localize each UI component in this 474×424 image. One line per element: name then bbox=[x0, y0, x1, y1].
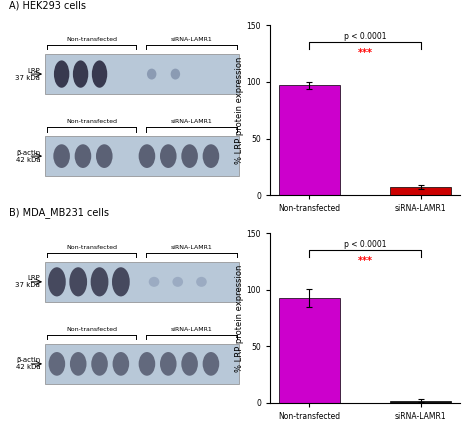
Ellipse shape bbox=[149, 277, 159, 287]
Text: LRP
37 kDa: LRP 37 kDa bbox=[16, 67, 40, 81]
Bar bbox=[390, 187, 451, 195]
Text: ***: *** bbox=[357, 256, 373, 266]
Text: ***: *** bbox=[357, 48, 373, 58]
Bar bbox=[45, 344, 239, 384]
Ellipse shape bbox=[91, 352, 108, 376]
Bar bbox=[279, 85, 340, 195]
Ellipse shape bbox=[92, 60, 107, 88]
Ellipse shape bbox=[53, 144, 70, 168]
Text: Non-transfected: Non-transfected bbox=[66, 37, 118, 42]
Bar bbox=[279, 298, 340, 403]
Ellipse shape bbox=[138, 144, 155, 168]
Text: Non-transfected: Non-transfected bbox=[66, 245, 118, 250]
Ellipse shape bbox=[181, 144, 198, 168]
Bar bbox=[45, 136, 239, 176]
Bar bbox=[390, 401, 451, 403]
Ellipse shape bbox=[70, 352, 86, 376]
Text: siRNA-LAMR1: siRNA-LAMR1 bbox=[171, 37, 212, 42]
Ellipse shape bbox=[173, 277, 183, 287]
Ellipse shape bbox=[160, 352, 176, 376]
Text: β-actin
42 kDa: β-actin 42 kDa bbox=[16, 150, 40, 163]
Ellipse shape bbox=[196, 277, 207, 287]
Text: siRNA-LAMR1: siRNA-LAMR1 bbox=[171, 119, 212, 124]
Ellipse shape bbox=[75, 144, 91, 168]
Text: p < 0.0001: p < 0.0001 bbox=[344, 240, 386, 249]
Ellipse shape bbox=[181, 352, 198, 376]
Ellipse shape bbox=[69, 267, 87, 296]
Ellipse shape bbox=[203, 144, 219, 168]
Ellipse shape bbox=[96, 144, 113, 168]
Y-axis label: % LRP protein expression: % LRP protein expression bbox=[235, 56, 244, 164]
Text: p < 0.0001: p < 0.0001 bbox=[344, 32, 386, 41]
Ellipse shape bbox=[147, 69, 156, 80]
Bar bbox=[45, 262, 239, 302]
Y-axis label: % LRP protein expression: % LRP protein expression bbox=[235, 264, 244, 372]
Text: siRNA-LAMR1: siRNA-LAMR1 bbox=[171, 327, 212, 332]
Ellipse shape bbox=[160, 144, 176, 168]
Ellipse shape bbox=[73, 60, 88, 88]
Ellipse shape bbox=[113, 352, 129, 376]
Text: LRP
37 kDa: LRP 37 kDa bbox=[16, 275, 40, 288]
Ellipse shape bbox=[49, 352, 65, 376]
Text: B) MDA_MB231 cells: B) MDA_MB231 cells bbox=[9, 207, 109, 218]
Bar bbox=[45, 54, 239, 94]
Text: Non-transfected: Non-transfected bbox=[66, 327, 118, 332]
Ellipse shape bbox=[54, 60, 69, 88]
Ellipse shape bbox=[48, 267, 66, 296]
Ellipse shape bbox=[171, 69, 180, 80]
Ellipse shape bbox=[91, 267, 109, 296]
Ellipse shape bbox=[112, 267, 130, 296]
Text: Non-transfected: Non-transfected bbox=[66, 119, 118, 124]
Ellipse shape bbox=[138, 352, 155, 376]
Ellipse shape bbox=[203, 352, 219, 376]
Text: siRNA-LAMR1: siRNA-LAMR1 bbox=[171, 245, 212, 250]
Text: A) HEK293 cells: A) HEK293 cells bbox=[9, 0, 86, 10]
Text: β-actin
42 kDa: β-actin 42 kDa bbox=[16, 357, 40, 371]
